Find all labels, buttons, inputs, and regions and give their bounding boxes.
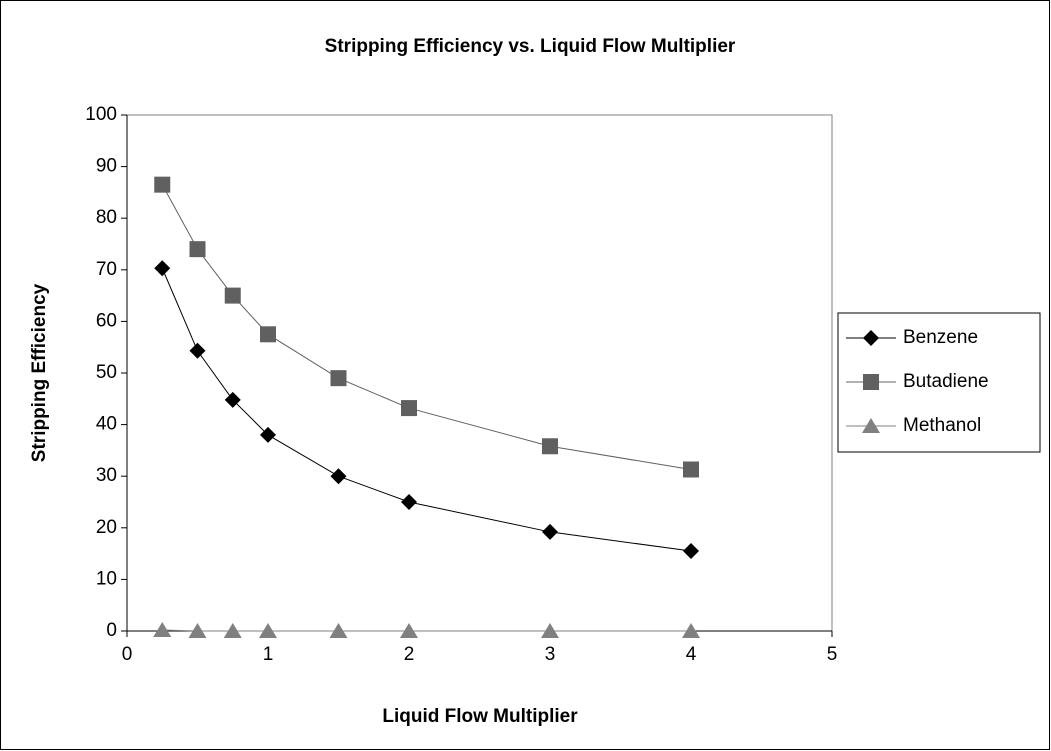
marker-triangle [153,621,172,637]
x-tick-label: 3 [545,644,556,665]
marker-triangle [259,623,277,638]
marker-triangle [862,418,880,433]
y-tick-label: 40 [96,414,117,435]
y-tick-label: 0 [106,620,117,641]
marker-diamond [683,543,699,560]
y-tick-label: 50 [96,362,117,383]
marker-square [401,400,417,417]
y-tick-label: 30 [96,465,117,486]
legend-label: Benzene [903,327,978,348]
y-tick-label: 10 [96,568,117,589]
marker-triangle [188,623,207,638]
marker-square [260,326,276,343]
x-tick-label: 0 [122,644,133,665]
y-tick-label: 90 [96,156,117,177]
x-tick-label: 1 [263,644,274,665]
x-axis-label: Liquid Flow Multiplier [382,706,578,727]
legend-label: Methanol [903,415,981,436]
marker-triangle [223,623,242,638]
marker-square [683,461,699,478]
marker-square [189,241,206,258]
marker-square [224,287,241,304]
marker-triangle [329,623,348,638]
x-tick-label: 4 [686,644,697,665]
y-tick-label: 80 [96,207,117,228]
y-axis-label: Stripping Efficiency [29,283,50,462]
chart-title: Stripping Efficiency vs. Liquid Flow Mul… [325,36,736,57]
marker-triangle [541,623,559,638]
marker-diamond [189,342,206,359]
y-tick-label: 70 [96,259,117,280]
marker-square [154,176,171,193]
series-line [161,268,692,552]
x-tick-label: 5 [827,644,838,665]
marker-diamond [401,494,417,510]
marker-diamond [260,426,276,443]
y-tick-label: 60 [96,310,117,331]
marker-diamond [224,391,241,408]
series-line [162,629,691,632]
x-tick-label: 2 [404,644,415,665]
marker-triangle [682,623,700,638]
marker-diamond [154,260,171,277]
marker-diamond [863,330,879,346]
marker-diamond [330,468,347,485]
marker-diamond [542,523,558,540]
legend-label: Butadiene [903,371,989,392]
marker-square [330,370,347,387]
marker-triangle [400,623,418,638]
y-tick-label: 20 [96,517,117,538]
marker-square [542,438,558,455]
marker-square [863,374,879,390]
y-tick-label: 100 [85,104,117,125]
